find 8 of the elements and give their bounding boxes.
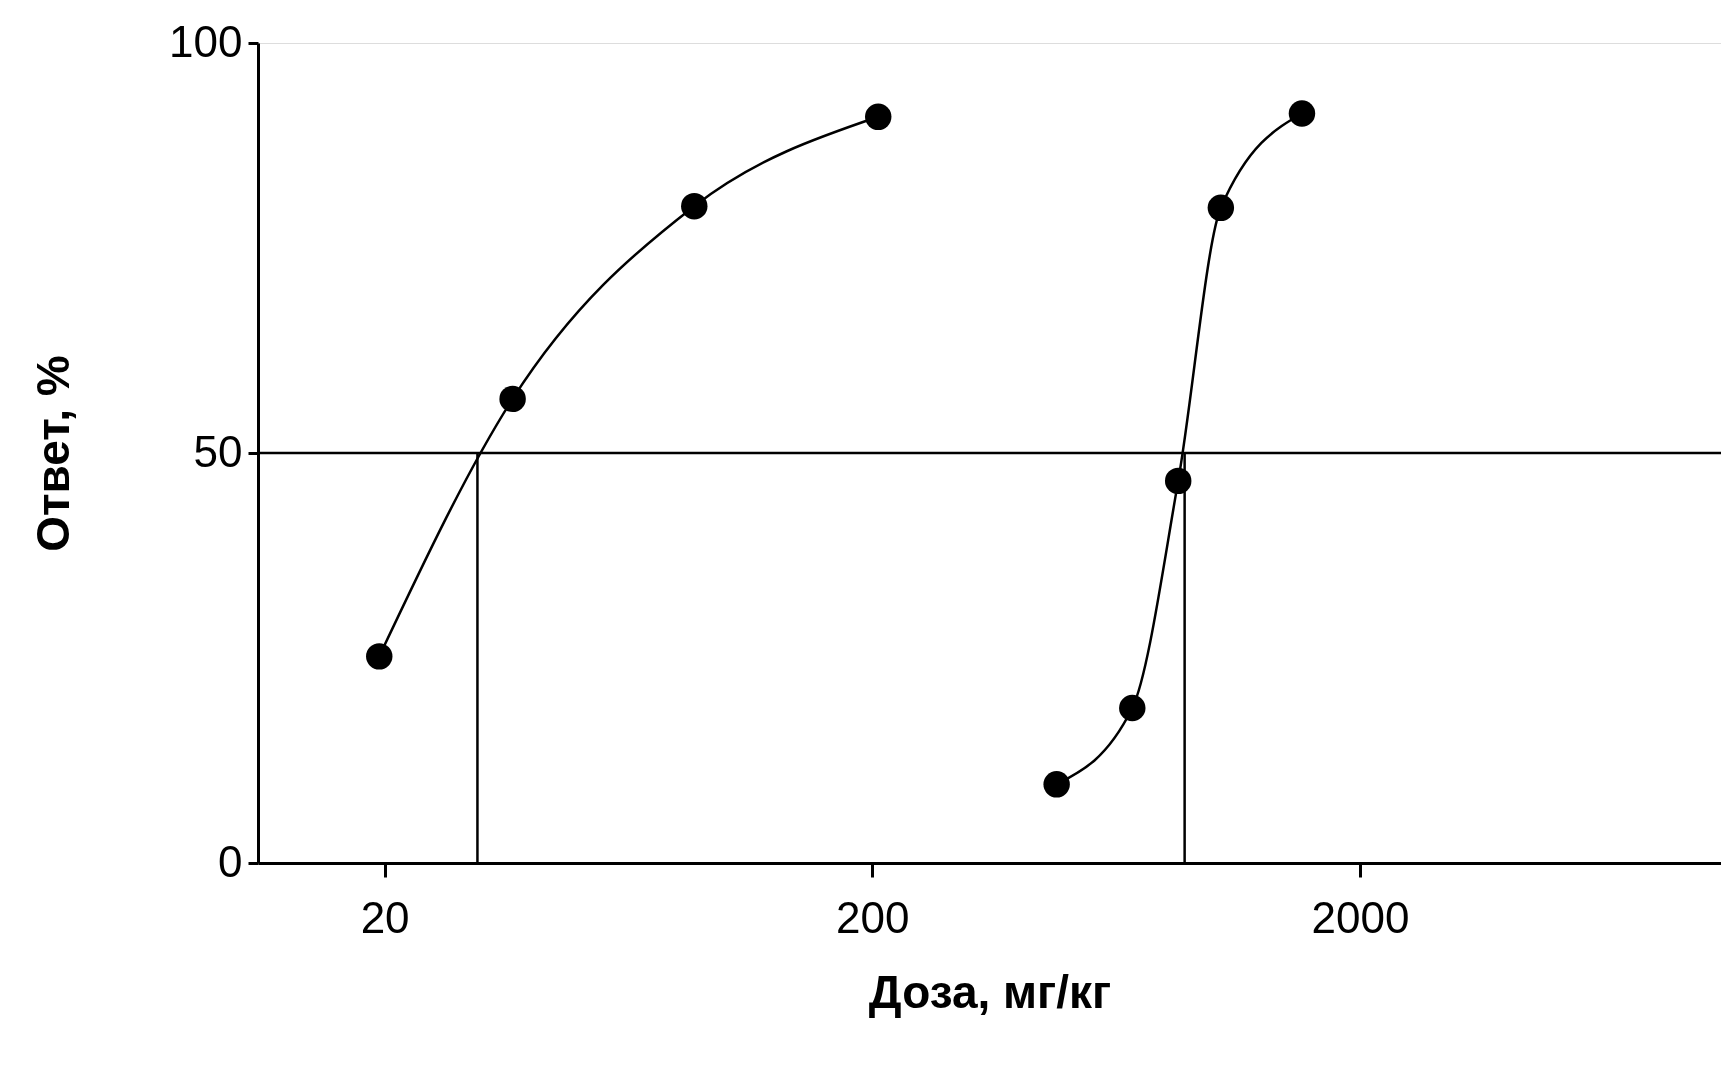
- x-tick-label: 200: [836, 892, 910, 942]
- y-axis-title: Ответ, %: [27, 355, 80, 552]
- y-tick-label: 50: [193, 426, 243, 476]
- x-axis-title: Доза, мг/кг: [868, 965, 1112, 1018]
- y-tick-label: 0: [218, 836, 243, 886]
- y-tick-label: 100: [169, 16, 243, 66]
- x-tick-label: 20: [360, 892, 410, 942]
- x-tick-label: 2000: [1311, 892, 1410, 942]
